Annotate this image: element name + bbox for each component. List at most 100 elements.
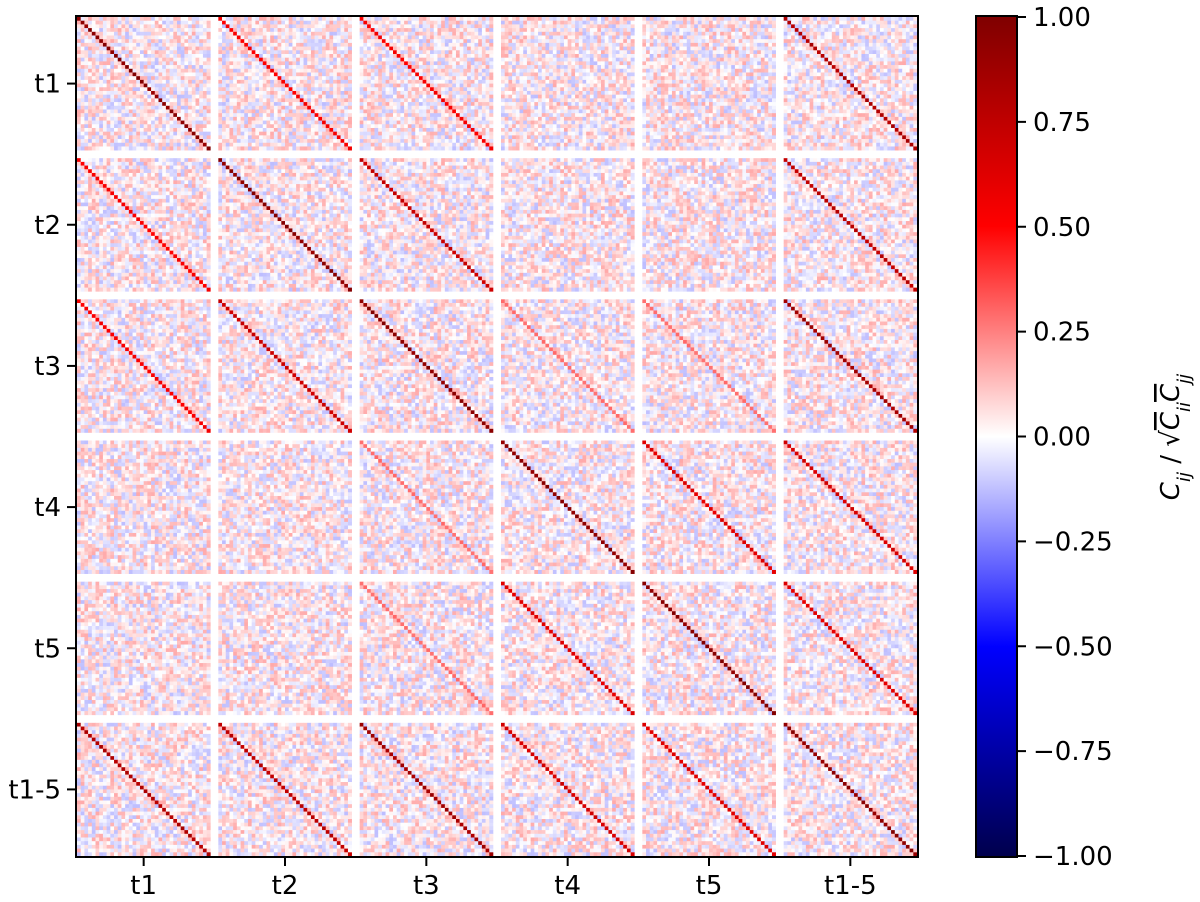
- heatmap-cell: [114, 47, 118, 51]
- heatmap-cell: [582, 39, 586, 43]
- heatmap-cell: [125, 76, 129, 80]
- heatmap-cell: [471, 95, 475, 99]
- heatmap-cell: [360, 39, 364, 43]
- heatmap-cell: [412, 95, 416, 99]
- heatmap-cell: [460, 98, 464, 102]
- heatmap-cell: [311, 109, 315, 113]
- heatmap-cell: [460, 47, 464, 51]
- heatmap-cell: [81, 132, 85, 136]
- heatmap-cell: [99, 80, 103, 84]
- heatmap-cell: [311, 102, 315, 106]
- heatmap-cell: [408, 32, 412, 36]
- heatmap-cell: [594, 32, 598, 36]
- heatmap-cell: [631, 43, 635, 47]
- heatmap-cell: [412, 47, 416, 51]
- heatmap-cell: [449, 17, 453, 21]
- heatmap-cell: [360, 109, 364, 113]
- heatmap-cell: [374, 113, 378, 117]
- heatmap-cell: [81, 146, 85, 150]
- heatmap-cell: [441, 65, 445, 69]
- heatmap-cell: [419, 106, 423, 110]
- heatmap-cell: [233, 128, 237, 132]
- heatmap-cell: [382, 65, 386, 69]
- heatmap-cell: [437, 43, 441, 47]
- heatmap-cell: [296, 43, 300, 47]
- heatmap-cell: [627, 17, 631, 21]
- heatmap-cell: [322, 17, 326, 21]
- heatmap-cell: [486, 24, 490, 28]
- heatmap-cell: [631, 24, 635, 28]
- heatmap-cell: [300, 21, 304, 25]
- heatmap-cell: [419, 47, 423, 51]
- heatmap-cell: [199, 17, 203, 21]
- heatmap-cell: [415, 113, 419, 117]
- heatmap-cell: [489, 21, 493, 25]
- heatmap-cell: [81, 113, 85, 117]
- heatmap-cell: [241, 91, 245, 95]
- heatmap-cell: [449, 135, 453, 139]
- heatmap-cell: [229, 54, 233, 58]
- heatmap-cell: [99, 98, 103, 102]
- heatmap-cell: [408, 84, 412, 88]
- heatmap-cell: [181, 72, 185, 76]
- heatmap-cell: [237, 36, 241, 40]
- heatmap-cell: [486, 21, 490, 25]
- heatmap-cell: [184, 65, 188, 69]
- heatmap-cell: [382, 146, 386, 150]
- heatmap-cell: [404, 50, 408, 54]
- heatmap-cell: [393, 24, 397, 28]
- heatmap-cell: [292, 28, 296, 32]
- heatmap-cell: [81, 84, 85, 88]
- heatmap-cell: [482, 54, 486, 58]
- heatmap-cell: [229, 32, 233, 36]
- heatmap-cell: [412, 128, 416, 132]
- heatmap-cell: [188, 43, 192, 47]
- heatmap-cell: [307, 50, 311, 54]
- heatmap-cell: [133, 21, 137, 25]
- heatmap-cell: [311, 80, 315, 84]
- heatmap-cell: [389, 113, 393, 117]
- heatmap-cell: [144, 21, 148, 25]
- heatmap-cell: [386, 132, 390, 136]
- heatmap-cell: [184, 21, 188, 25]
- heatmap-cell: [177, 61, 181, 65]
- heatmap-cell: [512, 43, 516, 47]
- heatmap-cell: [557, 50, 561, 54]
- heatmap-cell: [129, 47, 133, 51]
- heatmap-cell: [144, 47, 148, 51]
- heatmap-cell: [430, 43, 434, 47]
- heatmap-cell: [248, 117, 252, 121]
- heatmap-cell: [374, 91, 378, 95]
- heatmap-cell: [155, 58, 159, 62]
- heatmap-cell: [337, 102, 341, 106]
- heatmap-cell: [471, 109, 475, 113]
- heatmap-cell: [237, 32, 241, 36]
- heatmap-cell: [84, 91, 88, 95]
- heatmap-cell: [237, 84, 241, 88]
- heatmap-cell: [456, 76, 460, 80]
- heatmap-cell: [77, 87, 81, 91]
- heatmap-cell: [344, 132, 348, 136]
- heatmap-cell: [471, 132, 475, 136]
- heatmap-cell: [77, 36, 81, 40]
- heatmap-cell: [278, 54, 282, 58]
- heatmap-cell: [449, 84, 453, 88]
- heatmap-cell: [553, 36, 557, 40]
- heatmap-cell: [486, 91, 490, 95]
- heatmap-cell: [329, 76, 333, 80]
- heatmap-cell: [315, 50, 319, 54]
- heatmap-cell: [304, 87, 308, 91]
- heatmap-cell: [423, 36, 427, 40]
- heatmap-cell: [158, 80, 162, 84]
- heatmap-cell: [255, 139, 259, 143]
- heatmap-cell: [289, 43, 293, 47]
- heatmap-cell: [486, 117, 490, 121]
- heatmap-cell: [278, 84, 282, 88]
- heatmap-cell: [274, 54, 278, 58]
- heatmap-cell: [121, 69, 125, 73]
- heatmap-cell: [263, 106, 267, 110]
- heatmap-cell: [382, 24, 386, 28]
- heatmap-cell: [226, 117, 230, 121]
- heatmap-cell: [360, 76, 364, 80]
- heatmap-cell: [307, 91, 311, 95]
